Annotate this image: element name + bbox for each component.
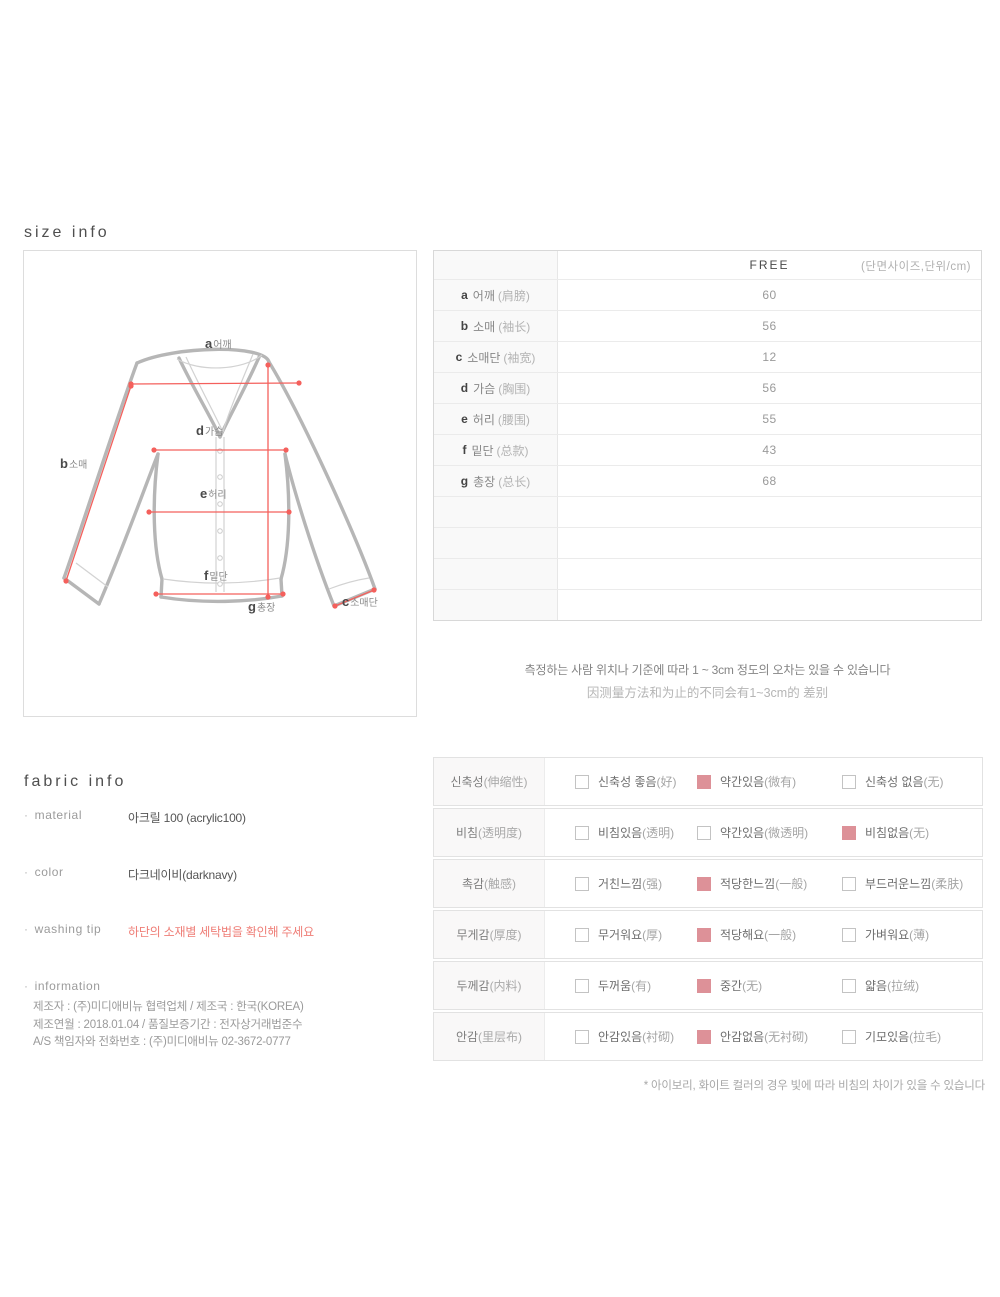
fabric-option: 적당해요 (一般) — [697, 926, 842, 943]
measurement-note-zh: 因测量方法和为止的不同会有1~3cm的 差别 — [586, 686, 829, 700]
washing-tip-value: 하단의 소재별 세탁법을 확인해 주세요 — [128, 925, 314, 939]
info-line-manufacturer: 제조자 : (주)미디애비뉴 협력업체 / 제조국 : 한국(KOREA) — [33, 1001, 304, 1013]
checkbox-icon — [575, 978, 589, 993]
checkbox-icon — [842, 978, 856, 993]
fabric-option: 안감있음 (衬砌) — [575, 1028, 697, 1045]
size-table: FREE (단면사이즈,단위/cm) a 어깨 (肩膀) 60 b 소매 (袖长) 56… — [433, 250, 982, 621]
size-value: 56 — [762, 381, 777, 395]
size-row-f: f 밑단 (总款) 43 — [434, 434, 981, 465]
diagram-label-length: g총장 — [248, 599, 276, 615]
fabric-option: 신축성 좋음 (好) — [575, 773, 697, 790]
diagram-label-hem: f밑단 — [204, 568, 228, 584]
checkbox-icon — [575, 774, 589, 789]
fabric-option: 신축성 없음 (无) — [842, 773, 982, 790]
fabric-option: 기모있음 (拉毛) — [842, 1028, 982, 1045]
size-row-empty — [434, 589, 981, 620]
checkbox-icon — [842, 774, 856, 789]
checkbox-icon — [697, 876, 711, 891]
diagram-label-waist: e허리 — [200, 486, 227, 502]
cardigan-outline — [62, 347, 377, 608]
measurement-note-ko: 측정하는 사람 위치나 기준에 따라 1 ~ 3cm 정도의 오차는 있을 수 … — [524, 663, 891, 677]
size-value: 55 — [762, 412, 777, 426]
fabric-option: 중간 (无) — [697, 977, 842, 994]
fabric-option: 약간있음 (微有) — [697, 773, 842, 790]
checkbox-icon — [697, 825, 711, 840]
size-value: 43 — [762, 443, 777, 457]
fabric-row-sheerness: 비침 (透明度) 비침있음 (透明) 약간있음 (微透明) 비침없음 (无) — [433, 808, 983, 857]
fabric-option: 거친느낌 (强) — [575, 875, 697, 892]
checkbox-icon — [575, 825, 589, 840]
info-line-date: 제조연월 : 2018.01.04 / 품질보증기간 : 전자상거래법준수 — [33, 1018, 303, 1031]
information-label: information — [24, 979, 101, 993]
information-lines: 제조자 : (주)미디애비뉴 협력업체 / 제조국 : 한국(KOREA) 제조… — [33, 999, 304, 1052]
fabric-option: 안감없음 (无衬砌) — [697, 1028, 842, 1045]
size-value: 56 — [762, 319, 777, 333]
fabric-info-title: fabric info — [24, 773, 127, 790]
fabric-option: 가벼워요 (薄) — [842, 926, 982, 943]
checkbox-icon — [697, 927, 711, 942]
material-label: material — [24, 808, 82, 822]
color-label: color — [24, 865, 64, 879]
info-line-contact: A/S 책임자와 전화번호 : (주)미디애비뉴 02-3672-0777 — [33, 1036, 291, 1048]
diagram-label-chest: d가슴 — [196, 423, 224, 439]
fabric-row-lining: 안감 (里层布) 안감있음 (衬砌) 안감없음 (无衬砌) 기모있음 (拉毛) — [433, 1012, 983, 1061]
color-value: 다크네이비(darknavy) — [128, 868, 237, 882]
size-column-header: FREE — [749, 258, 790, 272]
fabric-row-stretch: 신축성 (伸缩性) 신축성 좋음 (好) 약간있음 (微有) 신축성 없음 (无) — [433, 757, 983, 806]
fabric-option: 부드러운느낌 (柔肤) — [842, 875, 982, 892]
size-table-header: FREE (단면사이즈,단위/cm) — [434, 251, 981, 279]
checkbox-icon — [697, 774, 711, 789]
size-row-g: g 총장 (总长) 68 — [434, 465, 981, 496]
checkbox-icon — [575, 1029, 589, 1044]
fabric-option: 무거워요 (厚) — [575, 926, 697, 943]
diagram-label-sleeve: b소매 — [60, 456, 88, 472]
checkbox-icon — [842, 927, 856, 942]
garment-diagram — [62, 347, 377, 609]
size-row-b: b 소매 (袖长) 56 — [434, 310, 981, 341]
fabric-option: 비침없음 (无) — [842, 824, 982, 841]
size-row-c: c 소매단 (袖宽) 12 — [434, 341, 981, 372]
fabric-option: 비침있음 (透明) — [575, 824, 697, 841]
size-value: 12 — [762, 350, 777, 364]
checkbox-icon — [842, 876, 856, 891]
size-row-empty — [434, 527, 981, 558]
unit-note: (단면사이즈,단위/cm) — [861, 261, 971, 273]
fabric-option: 두꺼움 (有) — [575, 977, 697, 994]
checkbox-icon — [697, 978, 711, 993]
size-info-title: size info — [24, 224, 110, 241]
fabric-row-texture: 촉감 (触感) 거친느낌 (强) 적당한느낌 (一般) 부드러운느낌 (柔肤) — [433, 859, 983, 908]
checkbox-icon — [575, 876, 589, 891]
checkbox-icon — [575, 927, 589, 942]
sheerness-footnote: * 아이보리, 화이트 컬러의 경우 빛에 따라 비침의 차이가 있을 수 있습… — [643, 1080, 985, 1092]
size-row-e: e 허리 (腰围) 55 — [434, 403, 981, 434]
size-value: 60 — [762, 288, 777, 302]
size-row-empty — [434, 496, 981, 527]
measurement-note: 측정하는 사람 위치나 기준에 따라 1 ~ 3cm 정도의 오차는 있을 수 … — [433, 659, 982, 705]
fabric-option: 적당한느낌 (一般) — [697, 875, 842, 892]
checkbox-icon — [697, 1029, 711, 1044]
diagram-label-cuff: c소매단 — [342, 594, 378, 610]
size-row-d: d 가슴 (胸围) 56 — [434, 372, 981, 403]
diagram-label-shoulder: a어깨 — [205, 336, 232, 352]
size-row-empty — [434, 558, 981, 589]
material-value: 아크릴 100 (acrylic100) — [128, 811, 246, 825]
washing-tip-label: washing tip — [24, 922, 101, 936]
size-row-a: a 어깨 (肩膀) 60 — [434, 279, 981, 310]
size-value: 68 — [762, 474, 777, 488]
fabric-option: 약간있음 (微透明) — [697, 824, 842, 841]
fabric-row-weight: 무게감 (厚度) 무거워요 (厚) 적당해요 (一般) 가벼워요 (薄) — [433, 910, 983, 959]
fabric-row-thickness: 두께감 (内料) 두꺼움 (有) 중간 (无) 얇음 (拉绒) — [433, 961, 983, 1010]
checkbox-icon — [842, 825, 856, 840]
fabric-table: 신축성 (伸缩性) 신축성 좋음 (好) 약간있음 (微有) 신축성 없음 (无) 비침… — [433, 757, 983, 1063]
garment-diagram-box: a어깨 b소매 c소매단 d가슴 e허리 f밑단 g총장 — [23, 250, 417, 717]
measure-lines — [63, 362, 377, 609]
fabric-option: 얇음 (拉绒) — [842, 977, 982, 994]
checkbox-icon — [842, 1029, 856, 1044]
